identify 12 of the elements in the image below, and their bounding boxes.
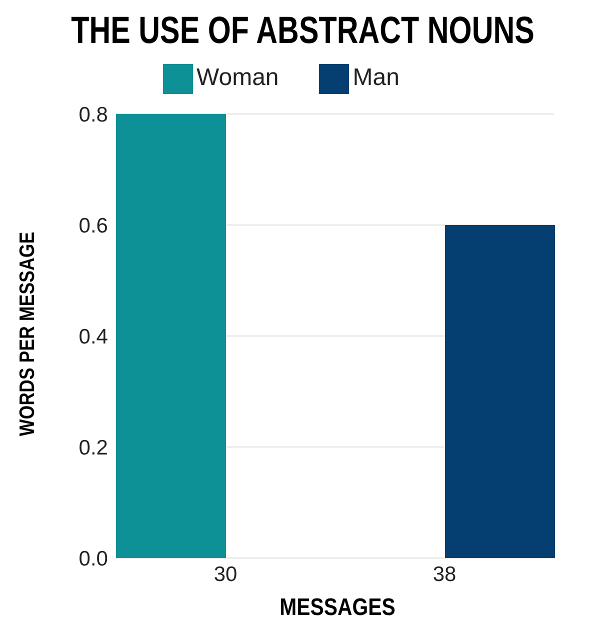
legend-label: Man [352, 64, 400, 92]
legend-label: Woman [196, 64, 279, 92]
x-tick-label: 38 [432, 562, 456, 586]
x-axis-title: MESSAGES [278, 594, 396, 622]
y-tick-label: 0.4 [78, 325, 108, 348]
y-tick-label: 0.0 [78, 547, 108, 570]
y-tick-label: 0.2 [78, 436, 108, 460]
y-tick-label: 0.6 [78, 214, 108, 238]
y-tick-label: 0.8 [78, 103, 108, 126]
x-tick-label: 30 [214, 562, 238, 586]
chart-title: THE USE OF ABSTRACT NOUNS [71, 9, 534, 54]
y-axis-title: WORDS PER MESSAGE [16, 232, 40, 436]
